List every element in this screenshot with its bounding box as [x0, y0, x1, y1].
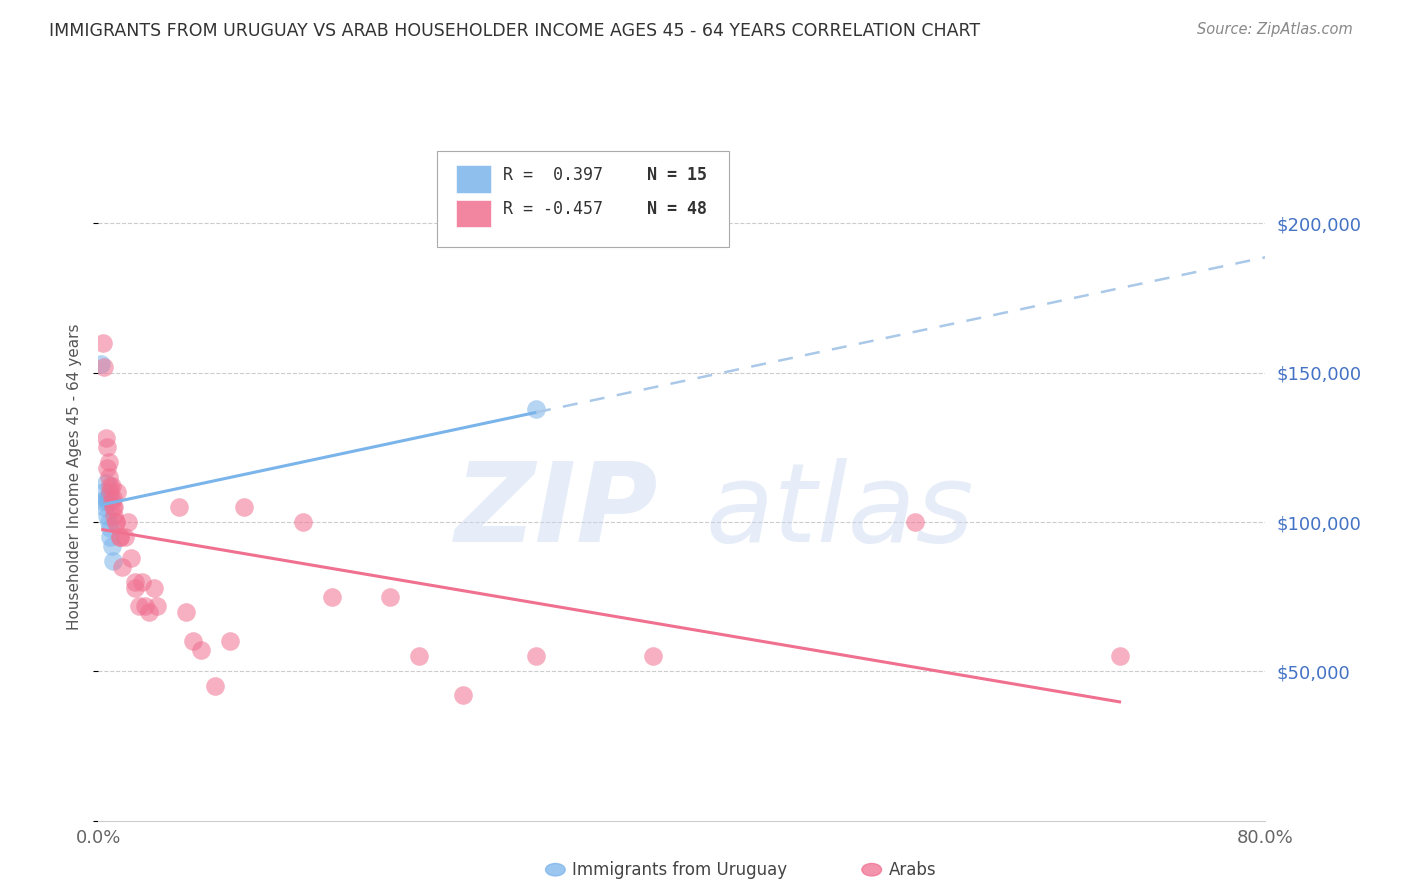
- Point: [97, 515, 120, 529]
- Point: [321, 590, 343, 604]
- Text: R = -0.457: R = -0.457: [503, 201, 603, 219]
- Point: [91, 494, 114, 508]
- Point: [91, 485, 114, 500]
- Point: [96, 494, 118, 508]
- Point: [94, 431, 117, 445]
- Text: R =  0.397: R = 0.397: [503, 166, 603, 184]
- Point: [378, 590, 402, 604]
- Point: [146, 599, 169, 613]
- FancyBboxPatch shape: [437, 151, 728, 247]
- Point: [96, 441, 118, 455]
- Point: [111, 559, 134, 574]
- Point: [291, 515, 314, 529]
- Text: IMMIGRANTS FROM URUGUAY VS ARAB HOUSEHOLDER INCOME AGES 45 - 64 YEARS CORRELATIO: IMMIGRANTS FROM URUGUAY VS ARAB HOUSEHOL…: [49, 22, 980, 40]
- Point: [94, 491, 117, 505]
- Point: [94, 476, 117, 491]
- Point: [96, 509, 118, 524]
- Point: [93, 359, 115, 374]
- Point: [131, 574, 153, 589]
- Point: [98, 479, 121, 493]
- Point: [218, 634, 240, 648]
- Point: [451, 688, 474, 702]
- Point: [96, 461, 118, 475]
- Point: [204, 679, 226, 693]
- Point: [524, 401, 547, 416]
- Point: [117, 515, 139, 529]
- Point: [104, 515, 127, 529]
- Point: [167, 500, 190, 514]
- Point: [142, 581, 165, 595]
- Point: [110, 530, 132, 544]
- Point: [641, 649, 664, 664]
- Point: [103, 500, 125, 514]
- Point: [98, 530, 121, 544]
- Point: [134, 599, 156, 613]
- Point: [90, 357, 112, 371]
- Point: [98, 485, 121, 500]
- Point: [233, 500, 256, 514]
- Point: [408, 649, 430, 664]
- Text: ZIP: ZIP: [456, 458, 658, 565]
- Point: [181, 634, 204, 648]
- Point: [120, 550, 142, 565]
- Point: [93, 500, 115, 514]
- Point: [174, 605, 197, 619]
- Point: [138, 605, 160, 619]
- Text: N = 48: N = 48: [647, 201, 707, 219]
- Point: [100, 539, 122, 553]
- Point: [190, 643, 212, 657]
- FancyBboxPatch shape: [456, 165, 491, 193]
- Point: [124, 574, 146, 589]
- Text: atlas: atlas: [706, 458, 974, 565]
- Point: [101, 554, 124, 568]
- Point: [103, 509, 125, 524]
- Point: [114, 530, 136, 544]
- Point: [97, 455, 120, 469]
- Point: [105, 485, 128, 500]
- Point: [128, 599, 150, 613]
- FancyBboxPatch shape: [456, 200, 491, 227]
- Point: [101, 491, 124, 505]
- Point: [1108, 649, 1130, 664]
- Text: Immigrants from Uruguay: Immigrants from Uruguay: [572, 861, 787, 879]
- Text: Source: ZipAtlas.com: Source: ZipAtlas.com: [1197, 22, 1353, 37]
- Point: [91, 335, 114, 350]
- Point: [104, 515, 127, 529]
- Y-axis label: Householder Income Ages 45 - 64 years: Householder Income Ages 45 - 64 years: [67, 324, 83, 631]
- Point: [124, 581, 146, 595]
- Point: [97, 491, 120, 505]
- Point: [904, 515, 927, 529]
- Text: N = 15: N = 15: [647, 166, 707, 184]
- Point: [100, 479, 122, 493]
- Point: [100, 494, 122, 508]
- Point: [98, 521, 121, 535]
- Point: [110, 530, 132, 544]
- Point: [524, 649, 547, 664]
- Text: Arabs: Arabs: [889, 861, 936, 879]
- Point: [101, 500, 124, 514]
- Point: [97, 470, 120, 484]
